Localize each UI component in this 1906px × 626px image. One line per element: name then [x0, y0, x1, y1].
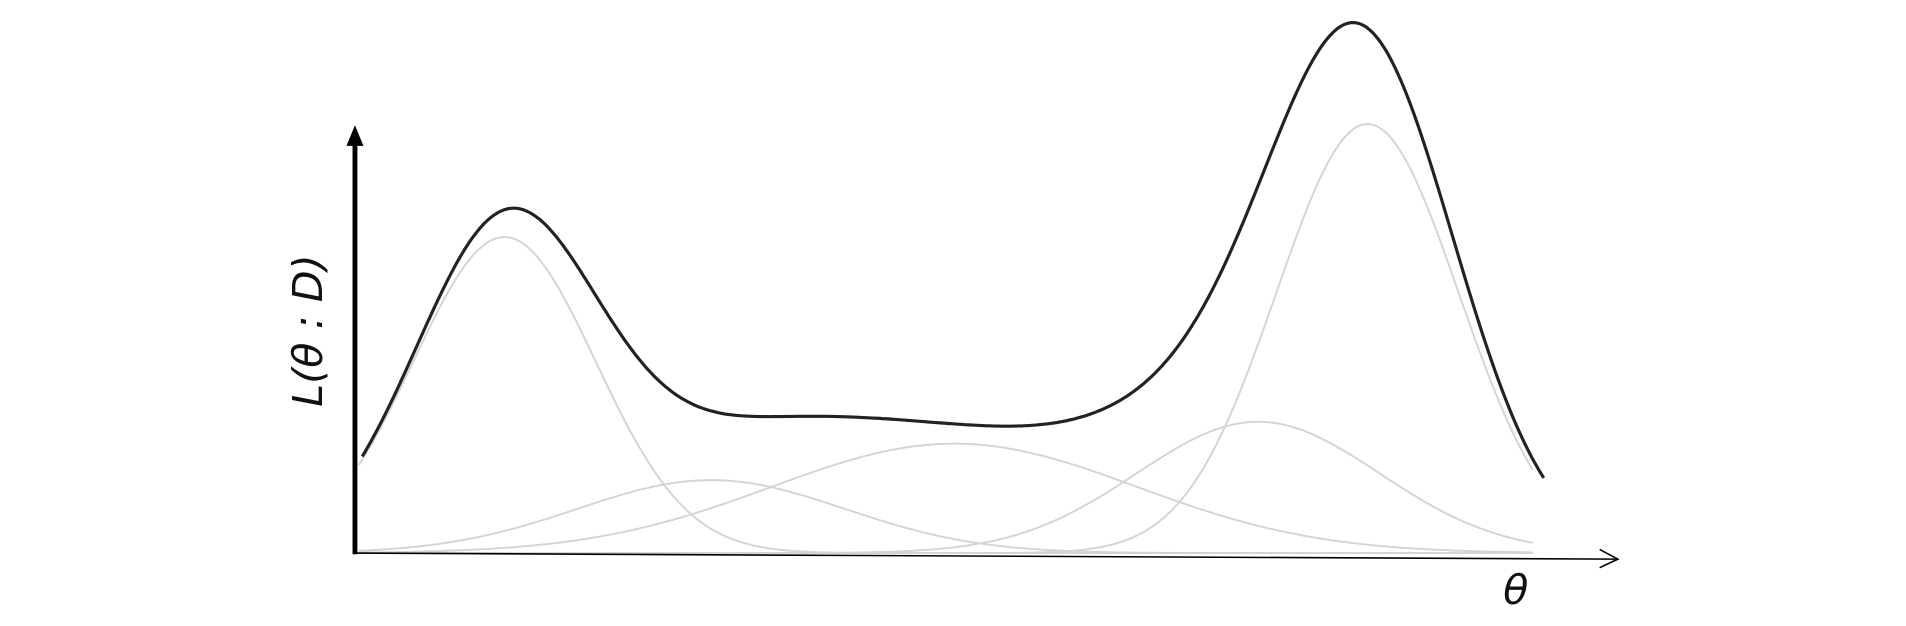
- component-curve: [358, 123, 1534, 555]
- component-curve: [358, 442, 1533, 554]
- component-curve: [358, 479, 1533, 555]
- component-curve: [358, 420, 1534, 555]
- x-axis-arrow: [1599, 548, 1620, 569]
- x-axis-label: θ: [1503, 566, 1528, 614]
- component-curve: [357, 236, 1533, 555]
- component-curves: [357, 123, 1534, 555]
- likelihood-curve: [360, 21, 1546, 479]
- x-axis: [354, 552, 1617, 560]
- y-axis-arrow: [346, 125, 364, 146]
- y-axis-label: L(θ : D): [284, 254, 332, 407]
